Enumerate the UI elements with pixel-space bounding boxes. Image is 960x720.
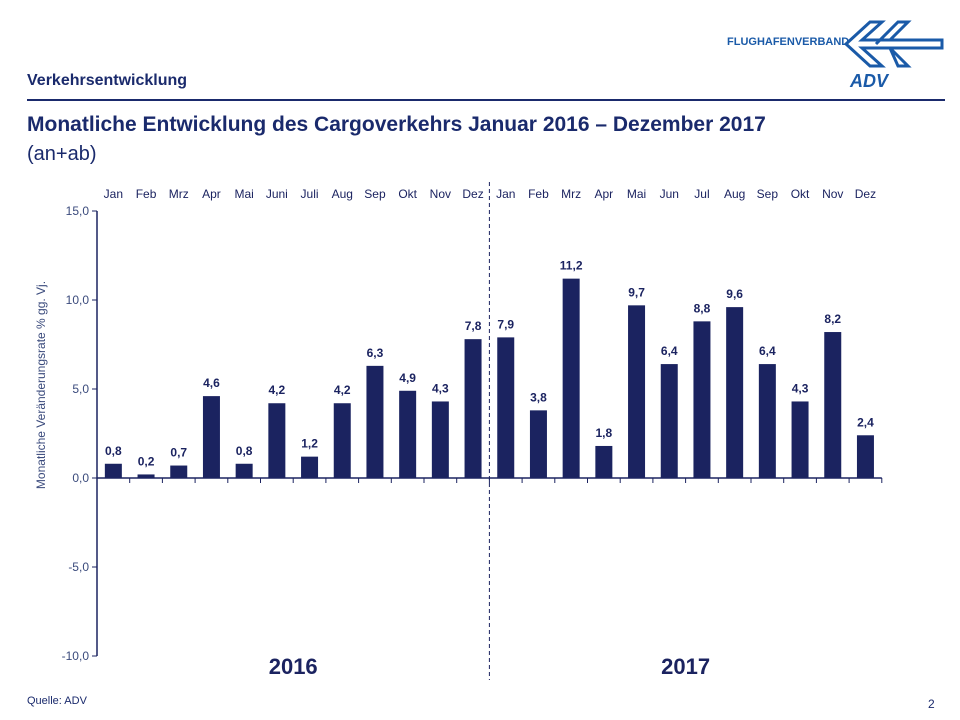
data-label: 0,8 — [236, 444, 253, 458]
x-tick-label: Aug — [332, 187, 353, 201]
data-label: 0,8 — [105, 444, 122, 458]
data-label: 8,8 — [694, 301, 711, 315]
y-tick-label: -5,0 — [68, 560, 89, 574]
year-label: 2017 — [661, 654, 710, 679]
y-axis-label: Monatliche Veränderungsrate % gg. Vj. — [34, 281, 48, 489]
page-title: Monatliche Entwicklung des Cargoverkehrs… — [27, 113, 766, 136]
data-label: 1,2 — [301, 437, 318, 451]
x-tick-label: Sep — [364, 187, 386, 201]
source-note: Quelle: ADV — [27, 695, 87, 707]
header-divider — [27, 99, 945, 101]
bar — [693, 321, 711, 478]
bar — [464, 339, 482, 478]
x-tick-label: Feb — [528, 187, 549, 201]
bar — [562, 278, 580, 478]
bar — [399, 390, 417, 478]
data-label: 4,9 — [399, 371, 416, 385]
data-label: 1,8 — [596, 426, 613, 440]
data-label: 6,4 — [661, 344, 678, 358]
x-tick-label: Mrz — [561, 187, 581, 201]
data-label: 9,6 — [726, 287, 743, 301]
y-tick-label: 10,0 — [66, 293, 90, 307]
data-label: 11,2 — [560, 259, 583, 273]
bar — [497, 337, 515, 478]
x-tick-label: Okt — [398, 187, 417, 201]
y-tick-label: 0,0 — [72, 471, 89, 485]
x-tick-label: Mrz — [169, 187, 189, 201]
adv-logo-mark: ADV — [849, 71, 890, 91]
data-label: 4,3 — [792, 381, 809, 395]
x-tick-label: Mai — [627, 187, 646, 201]
bar — [431, 401, 449, 478]
data-label: 9,7 — [628, 285, 645, 299]
x-tick-label: Sep — [757, 187, 779, 201]
year-label: 2016 — [269, 654, 318, 679]
bar — [235, 463, 253, 478]
page-number: 2 — [928, 697, 935, 711]
bar — [333, 403, 351, 478]
x-tick-label: Aug — [724, 187, 745, 201]
data-label: 4,2 — [269, 383, 286, 397]
data-label: 7,9 — [497, 317, 514, 331]
x-tick-label: Jun — [660, 187, 679, 201]
x-tick-label: Dez — [462, 187, 483, 201]
data-label: 6,3 — [367, 346, 384, 360]
x-tick-label: Juni — [266, 187, 288, 201]
data-label: 7,8 — [465, 319, 482, 333]
bar — [856, 435, 874, 478]
x-tick-label: Apr — [595, 187, 614, 201]
section-title: Verkehrsentwicklung — [27, 72, 188, 89]
bar — [824, 332, 842, 478]
data-label: 4,3 — [432, 381, 449, 395]
y-tick-label: -10,0 — [62, 649, 90, 663]
adv-logo-icon: ADV — [843, 20, 944, 91]
x-tick-label: Nov — [822, 187, 843, 201]
bar — [366, 365, 384, 478]
bar — [726, 307, 744, 478]
x-tick-label: Jul — [694, 187, 709, 201]
y-tick-label: 15,0 — [66, 204, 90, 218]
bar — [268, 403, 286, 478]
bar — [595, 445, 613, 478]
data-label: 6,4 — [759, 344, 776, 358]
data-label: 0,2 — [138, 454, 155, 468]
x-tick-label: Jan — [104, 187, 123, 201]
x-tick-label: Apr — [202, 187, 221, 201]
x-tick-label: Okt — [791, 187, 810, 201]
bar — [758, 364, 776, 478]
bar — [170, 465, 188, 478]
bar — [104, 463, 122, 478]
x-tick-label: Dez — [855, 187, 876, 201]
y-tick-label: 5,0 — [72, 382, 89, 396]
bar — [301, 456, 319, 478]
data-label: 0,7 — [170, 446, 187, 460]
x-tick-label: Jan — [496, 187, 515, 201]
bar — [660, 364, 678, 478]
data-label: 8,2 — [824, 312, 841, 326]
logo-text: FLUGHAFENVERBAND — [727, 36, 850, 48]
x-tick-label: Feb — [136, 187, 157, 201]
bar — [202, 396, 220, 478]
x-tick-label: Juli — [301, 187, 319, 201]
bar — [628, 305, 646, 478]
data-label: 2,4 — [857, 415, 874, 429]
bar — [529, 410, 547, 478]
data-label: 3,8 — [530, 390, 547, 404]
data-label: 4,6 — [203, 376, 220, 390]
data-label: 4,2 — [334, 383, 351, 397]
x-tick-label: Nov — [430, 187, 451, 201]
page-subtitle: (an+ab) — [27, 143, 97, 165]
x-tick-label: Mai — [234, 187, 253, 201]
bar — [791, 401, 809, 478]
bar — [137, 474, 155, 478]
